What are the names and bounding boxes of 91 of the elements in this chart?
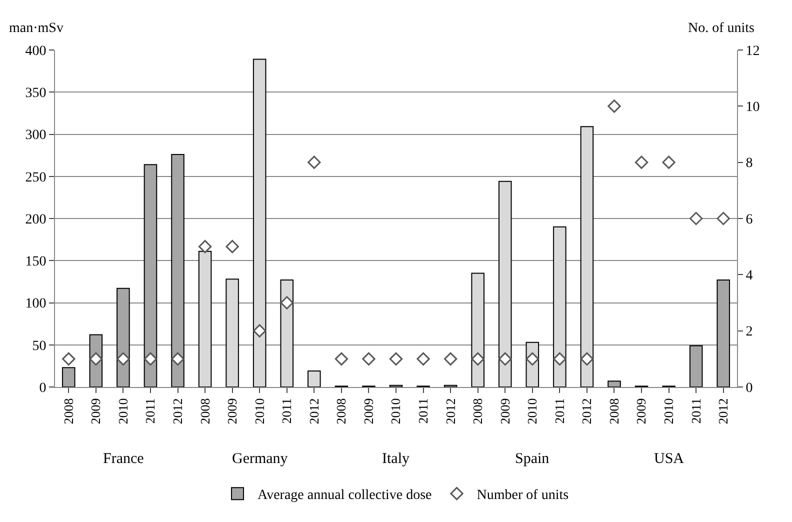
x-tick-label: 2009 (634, 398, 649, 424)
x-tick-label: 2011 (688, 398, 704, 424)
point (308, 156, 321, 169)
y-tick-label: 250 (25, 170, 46, 186)
x-tick-label: 2008 (197, 398, 212, 424)
point (253, 324, 266, 338)
y2-tick-label: 4 (746, 268, 753, 284)
point (471, 352, 484, 366)
point (553, 352, 566, 366)
text: USA (654, 451, 684, 467)
y2-axis-title: No. of units (688, 21, 754, 36)
text: Germany (232, 451, 288, 467)
text: Spain (515, 451, 550, 467)
point (662, 156, 676, 169)
bar (716, 280, 730, 387)
x-tick-label: 2011 (552, 398, 567, 424)
x-tick-label: 2008 (470, 398, 486, 424)
bar (689, 345, 703, 387)
x-tick-label: 2011 (142, 398, 158, 424)
y-tick-label: 150 (25, 254, 46, 270)
y-tick-label: 400 (25, 44, 46, 59)
x-tick-label: 2012 (716, 398, 731, 424)
point (144, 352, 158, 366)
legend-label: Average annual collective dose (258, 488, 432, 504)
point (226, 240, 239, 254)
bar (308, 370, 321, 387)
x-tick-label: 2009 (360, 398, 376, 424)
point (171, 352, 184, 366)
legend-label: Number of units (476, 488, 569, 504)
bar (144, 164, 158, 387)
bar (116, 288, 130, 387)
x-tick-label: 2008 (606, 398, 622, 424)
x-tick-label: 2010 (115, 398, 130, 424)
x-tick-label: 2010 (524, 398, 540, 424)
point (689, 212, 703, 226)
x-tick-label: 2010 (388, 398, 404, 424)
bar (498, 180, 512, 387)
x-tick-label: 2009 (497, 398, 512, 424)
point (62, 352, 76, 366)
x-tick-label: 2010 (661, 398, 676, 424)
bar (198, 250, 212, 387)
bar (580, 126, 594, 387)
point (362, 352, 376, 366)
point (334, 352, 348, 366)
y-tick-label: 100 (25, 296, 46, 312)
y2-tick-label: 8 (746, 156, 753, 172)
x-tick-label: 2011 (279, 398, 294, 424)
x-tick-label: 2012 (306, 398, 322, 424)
bar (608, 380, 621, 387)
point (580, 352, 594, 366)
bar (553, 226, 566, 387)
point (498, 352, 512, 366)
y2-tick-label: 10 (746, 100, 760, 116)
bar (471, 272, 484, 387)
bar (226, 278, 239, 387)
y-tick-label: 200 (25, 212, 46, 228)
bar (252, 58, 266, 387)
x-tick-label: 2009 (224, 398, 240, 424)
point (389, 352, 403, 366)
y-tick-label: 350 (25, 86, 46, 102)
x-tick-label: 2011 (416, 398, 431, 424)
x-tick-label: 2010 (252, 398, 267, 424)
y2-tick-label: 0 (746, 380, 753, 396)
bar (171, 154, 184, 387)
point (526, 352, 539, 366)
point (116, 352, 130, 366)
y-tick-label: 300 (25, 128, 46, 144)
point (416, 352, 430, 366)
text: Italy (382, 451, 410, 467)
bar (62, 367, 76, 387)
x-tick-label: 2012 (170, 398, 185, 424)
x-tick-label: 2009 (88, 398, 104, 424)
y-tick-label: 0 (39, 380, 46, 396)
y2-tick-label: 6 (746, 212, 753, 228)
y-tick-label: 50 (32, 338, 46, 354)
y2-tick-label: 12 (746, 44, 760, 59)
y2-tick-label: 2 (746, 324, 753, 340)
x-tick-label: 2008 (60, 398, 76, 424)
text: France (103, 451, 144, 467)
point (634, 156, 648, 169)
y-axis-title: man·mSv (9, 21, 64, 36)
x-tick-label: 2012 (442, 398, 458, 424)
bar (280, 280, 294, 387)
point (89, 352, 103, 366)
point (716, 212, 730, 226)
point (608, 100, 621, 113)
point (444, 352, 458, 366)
x-tick-label: 2008 (334, 398, 349, 424)
x-tick-label: 2012 (579, 398, 594, 424)
point (280, 296, 294, 310)
point (198, 240, 212, 254)
